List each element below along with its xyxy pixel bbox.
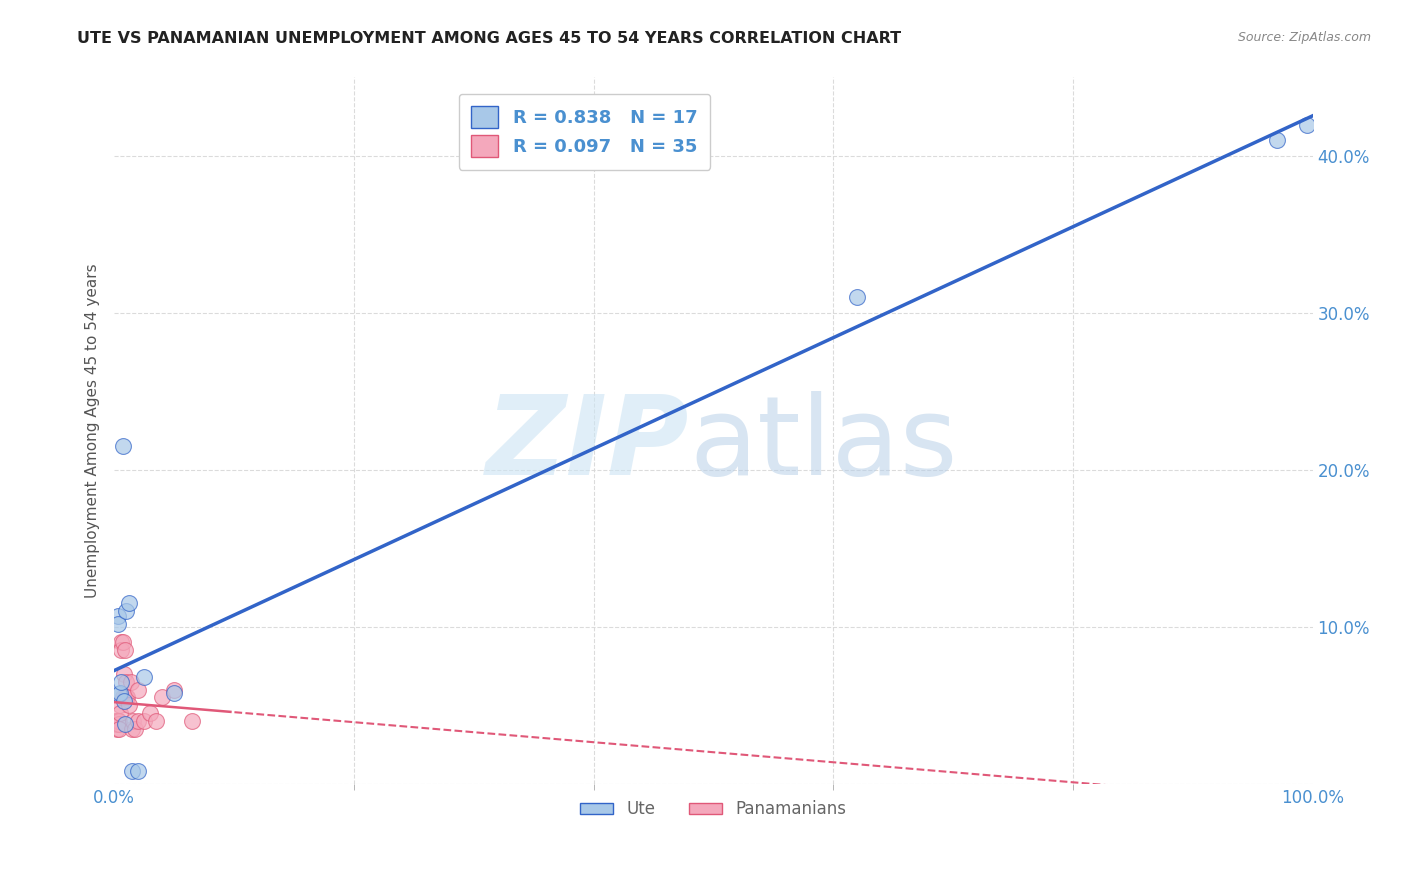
Text: UTE VS PANAMANIAN UNEMPLOYMENT AMONG AGES 45 TO 54 YEARS CORRELATION CHART: UTE VS PANAMANIAN UNEMPLOYMENT AMONG AGE…: [77, 31, 901, 46]
Point: [163, 682, 186, 697]
Point: [127, 764, 149, 779]
Point: [108, 717, 131, 731]
Point: [107, 608, 129, 623]
Point: [1265, 133, 1288, 147]
Y-axis label: Unemployment Among Ages 45 to 54 years: Unemployment Among Ages 45 to 54 years: [86, 263, 100, 598]
Point: [145, 714, 167, 728]
Point: [110, 643, 132, 657]
Point: [121, 764, 143, 779]
Point: [105, 714, 128, 728]
Point: [846, 290, 869, 304]
Point: [139, 706, 162, 720]
Point: [111, 690, 134, 705]
Point: [163, 686, 186, 700]
Point: [120, 674, 142, 689]
Point: [107, 717, 129, 731]
Text: atlas: atlas: [689, 392, 957, 499]
Point: [115, 674, 138, 689]
Point: [134, 670, 156, 684]
Point: [181, 714, 204, 728]
Point: [107, 714, 129, 728]
Point: [108, 706, 131, 720]
Point: [108, 722, 131, 736]
Point: [104, 717, 127, 731]
Point: [1295, 118, 1317, 132]
Point: [107, 714, 129, 728]
Point: [134, 714, 156, 728]
Point: [117, 690, 139, 705]
Point: [111, 635, 134, 649]
Point: [108, 714, 131, 728]
Point: [127, 682, 149, 697]
Point: [124, 722, 146, 736]
Point: [110, 635, 132, 649]
Point: [122, 714, 145, 728]
Point: [127, 714, 149, 728]
Text: ZIP: ZIP: [486, 392, 689, 499]
Point: [105, 722, 128, 736]
Point: [108, 698, 131, 713]
Point: [104, 714, 127, 728]
Point: [115, 690, 138, 705]
Point: [108, 687, 131, 701]
Point: [114, 643, 136, 657]
Point: [112, 693, 135, 707]
Point: [121, 722, 143, 736]
Point: [111, 439, 134, 453]
Legend: Ute, Panamanians: Ute, Panamanians: [574, 794, 853, 825]
Point: [114, 690, 136, 705]
Point: [110, 674, 132, 689]
Point: [114, 717, 136, 731]
Point: [112, 666, 135, 681]
Point: [150, 690, 173, 705]
Point: [117, 596, 139, 610]
Point: [117, 698, 139, 713]
Point: [107, 616, 129, 631]
Text: Source: ZipAtlas.com: Source: ZipAtlas.com: [1237, 31, 1371, 45]
Point: [115, 604, 138, 618]
Point: [108, 686, 131, 700]
